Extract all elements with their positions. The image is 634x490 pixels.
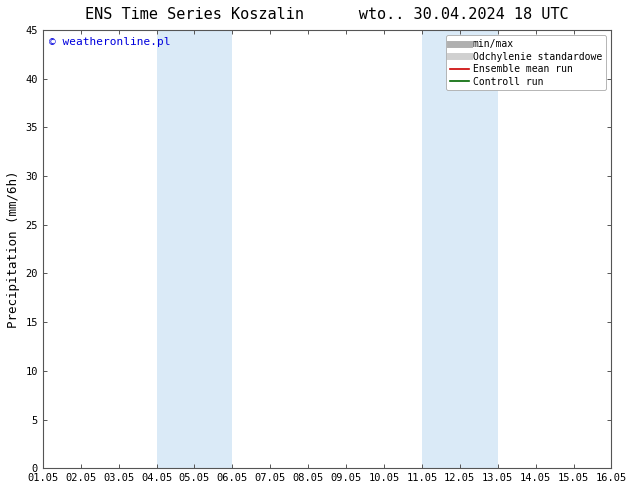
Legend: min/max, Odchylenie standardowe, Ensemble mean run, Controll run: min/max, Odchylenie standardowe, Ensembl… — [446, 35, 606, 91]
Bar — [422, 30, 498, 468]
Text: © weatheronline.pl: © weatheronline.pl — [49, 37, 170, 47]
Y-axis label: Precipitation (mm/6h): Precipitation (mm/6h) — [7, 171, 20, 328]
Bar — [157, 30, 233, 468]
Title: ENS Time Series Koszalin      wto.. 30.04.2024 18 UTC: ENS Time Series Koszalin wto.. 30.04.202… — [86, 7, 569, 22]
